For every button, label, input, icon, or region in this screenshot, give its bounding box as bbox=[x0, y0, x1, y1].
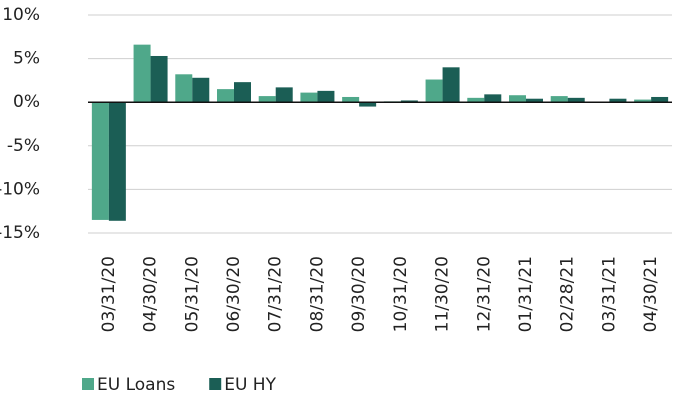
x-tick-label: 06/30/20 bbox=[224, 256, 244, 332]
y-tick-label: 10% bbox=[2, 5, 40, 25]
bar bbox=[91, 102, 109, 220]
x-tick-label: 08/31/20 bbox=[307, 256, 327, 332]
bar bbox=[234, 82, 251, 103]
bar bbox=[484, 94, 502, 103]
bar bbox=[258, 96, 276, 103]
x-tick-label: 11/30/20 bbox=[433, 256, 453, 332]
x-tick-label: 12/31/20 bbox=[474, 256, 494, 332]
x-tick-label: 10/31/20 bbox=[391, 256, 411, 332]
legend-label: EU HY bbox=[224, 375, 276, 395]
bar bbox=[150, 55, 168, 103]
bar bbox=[342, 96, 360, 103]
bar bbox=[526, 98, 543, 103]
y-tick-label: 5% bbox=[13, 49, 40, 69]
x-tick-label: 04/30/20 bbox=[141, 256, 161, 332]
bar bbox=[651, 96, 669, 103]
x-tick-label: 07/31/20 bbox=[266, 256, 286, 332]
bar bbox=[108, 102, 126, 221]
legend-swatch bbox=[82, 378, 94, 390]
x-tick-label: 04/30/21 bbox=[641, 256, 661, 332]
bar bbox=[192, 77, 210, 103]
bar bbox=[550, 96, 568, 103]
bar bbox=[300, 92, 318, 103]
y-tick-label: -15% bbox=[0, 223, 40, 243]
y-tick-label: -5% bbox=[7, 136, 40, 156]
x-tick-label: 05/31/20 bbox=[182, 256, 202, 332]
bar bbox=[634, 99, 652, 103]
x-tick-label: 03/31/20 bbox=[99, 256, 119, 332]
x-tick-label: 03/31/21 bbox=[599, 256, 619, 332]
bar bbox=[442, 67, 460, 103]
x-tick-label: 02/28/21 bbox=[558, 256, 578, 332]
legend-label: EU Loans bbox=[97, 375, 175, 395]
bar bbox=[509, 95, 526, 103]
bar bbox=[317, 90, 335, 103]
x-tick-label: 01/31/21 bbox=[516, 256, 536, 332]
bar bbox=[567, 97, 585, 103]
bar bbox=[275, 87, 293, 103]
bar bbox=[609, 98, 627, 103]
bar bbox=[217, 89, 234, 103]
bar bbox=[175, 74, 193, 103]
bar bbox=[467, 97, 485, 103]
bar bbox=[359, 102, 377, 107]
y-tick-label: 0% bbox=[13, 92, 40, 112]
bar bbox=[133, 44, 151, 103]
y-tick-label: -10% bbox=[0, 179, 40, 199]
bar bbox=[425, 79, 443, 103]
legend-swatch bbox=[209, 378, 222, 390]
x-tick-label: 09/30/20 bbox=[349, 256, 369, 332]
bar bbox=[400, 100, 418, 103]
